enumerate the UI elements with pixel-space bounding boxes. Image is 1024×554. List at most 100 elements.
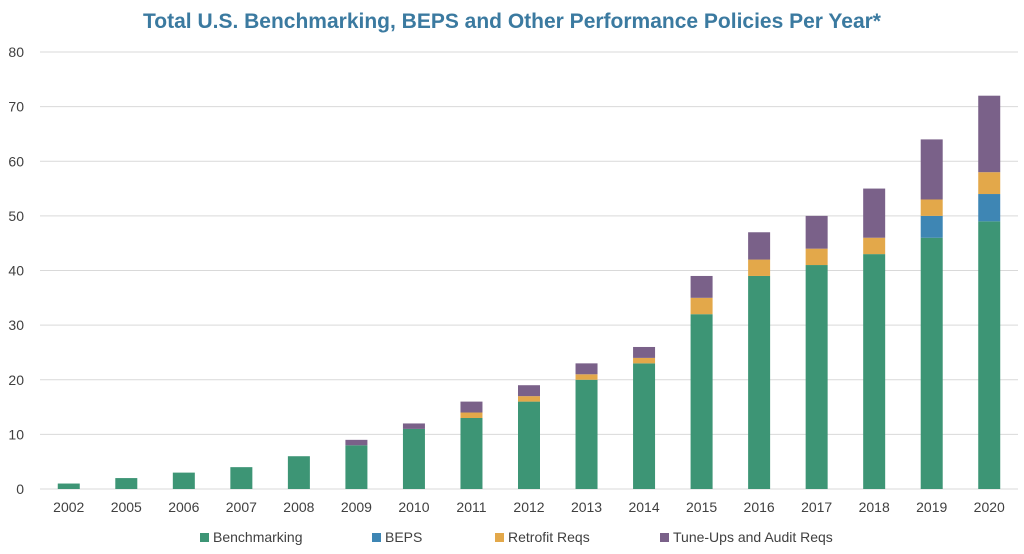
- bar-stack-2020: [978, 95, 1001, 489]
- bar-benchmarking-2020: [978, 221, 1001, 489]
- x-tick-label: 2015: [686, 499, 717, 515]
- y-tick-label: 20: [8, 372, 24, 388]
- x-tick-label: 2007: [226, 499, 257, 515]
- bar-stack-2007: [230, 467, 253, 489]
- legend-swatch: [372, 533, 381, 542]
- bar-tune-ups-and-audit-reqs-2018: [863, 188, 886, 238]
- y-axis: 0 10 20 30 40 50 60 70 80: [8, 44, 24, 497]
- bar-tune-ups-and-audit-reqs-2019: [920, 139, 943, 200]
- x-tick-label: 2009: [341, 499, 372, 515]
- bars: [57, 95, 1001, 489]
- bar-retrofit-reqs-2015: [690, 297, 713, 315]
- bar-tune-ups-and-audit-reqs-2017: [805, 215, 828, 249]
- bar-beps-2019: [920, 215, 943, 238]
- bar-benchmarking-2009: [345, 445, 368, 489]
- bar-stack-2009: [345, 439, 368, 489]
- legend-label: Benchmarking: [213, 529, 303, 545]
- chart-title: Total U.S. Benchmarking, BEPS and Other …: [143, 10, 882, 33]
- bar-benchmarking-2005: [115, 478, 138, 489]
- bar-retrofit-reqs-2011: [460, 412, 483, 418]
- bar-tune-ups-and-audit-reqs-2014: [633, 346, 656, 358]
- y-tick-label: 40: [8, 263, 24, 279]
- bar-tune-ups-and-audit-reqs-2011: [460, 401, 483, 413]
- x-tick-label: 2005: [111, 499, 142, 515]
- bar-benchmarking-2019: [920, 237, 943, 489]
- x-tick-label: 2020: [974, 499, 1005, 515]
- bar-stack-2015: [690, 275, 713, 489]
- bar-stack-2008: [287, 456, 310, 489]
- bar-stack-2006: [172, 472, 195, 489]
- legend: Benchmarking BEPS Retrofit Reqs Tune-Ups an…: [200, 529, 833, 545]
- x-axis: 2002 2005 2006 2007 2008 2009 2010 2011 2012 2013…: [53, 499, 1005, 515]
- y-tick-label: 80: [8, 44, 24, 60]
- bar-beps-2020: [978, 194, 1001, 222]
- bar-retrofit-reqs-2019: [920, 199, 943, 216]
- bar-benchmarking-2018: [863, 254, 886, 489]
- x-tick-label: 2011: [456, 499, 486, 515]
- bar-stack-2012: [518, 385, 540, 489]
- legend-swatch: [495, 533, 504, 542]
- bar-benchmarking-2010: [402, 428, 425, 489]
- bar-retrofit-reqs-2020: [978, 172, 1001, 195]
- bar-stack-2002: [57, 483, 80, 489]
- legend-label: Tune-Ups and Audit Reqs: [673, 529, 833, 545]
- bar-benchmarking-2011: [460, 417, 483, 489]
- bar-benchmarking-2017: [805, 265, 828, 489]
- bar-stack-2018: [863, 188, 886, 489]
- bar-benchmarking-2012: [518, 401, 540, 489]
- x-tick-label: 2012: [513, 499, 544, 515]
- y-tick-label: 0: [16, 481, 24, 497]
- bar-benchmarking-2013: [575, 379, 598, 489]
- bar-retrofit-reqs-2018: [863, 237, 886, 255]
- bar-benchmarking-2015: [690, 314, 713, 489]
- bar-tune-ups-and-audit-reqs-2020: [978, 95, 1001, 173]
- x-tick-label: 2019: [916, 499, 947, 515]
- bar-retrofit-reqs-2016: [748, 259, 771, 276]
- bar-retrofit-reqs-2013: [575, 374, 598, 380]
- bar-retrofit-reqs-2014: [633, 357, 656, 364]
- bar-stack-2019: [920, 139, 943, 489]
- y-tick-label: 70: [8, 99, 24, 115]
- bar-retrofit-reqs-2017: [805, 248, 828, 266]
- x-tick-label: 2016: [744, 499, 775, 515]
- bar-stack-2017: [805, 215, 828, 489]
- bar-stack-2014: [633, 346, 656, 489]
- y-tick-label: 30: [8, 317, 24, 333]
- bar-tune-ups-and-audit-reqs-2009: [345, 439, 368, 446]
- bar-benchmarking-2006: [172, 472, 195, 489]
- bar-stack-2010: [402, 423, 425, 489]
- x-tick-label: 2002: [53, 499, 84, 515]
- legend-label: BEPS: [385, 529, 422, 545]
- bar-tune-ups-and-audit-reqs-2015: [690, 275, 713, 298]
- x-tick-label: 2018: [859, 499, 890, 515]
- x-tick-label: 2014: [628, 499, 659, 515]
- legend-swatch: [660, 533, 669, 542]
- y-tick-label: 60: [8, 153, 24, 169]
- bar-stack-2011: [460, 401, 483, 489]
- bar-benchmarking-2002: [57, 483, 80, 489]
- x-tick-label: 2010: [398, 499, 429, 515]
- y-tick-label: 50: [8, 208, 24, 224]
- bar-benchmarking-2016: [748, 275, 771, 489]
- bar-stack-2016: [748, 232, 771, 489]
- bar-benchmarking-2014: [633, 363, 656, 489]
- bar-benchmarking-2008: [287, 456, 310, 489]
- bar-retrofit-reqs-2012: [518, 396, 540, 402]
- bar-benchmarking-2007: [230, 467, 253, 489]
- bar-tune-ups-and-audit-reqs-2013: [575, 363, 598, 375]
- bar-stack-2013: [575, 363, 598, 489]
- x-tick-label: 2006: [168, 499, 199, 515]
- legend-swatch: [200, 533, 209, 542]
- bar-tune-ups-and-audit-reqs-2016: [748, 232, 771, 260]
- bar-tune-ups-and-audit-reqs-2012: [518, 385, 540, 397]
- x-tick-label: 2008: [283, 499, 314, 515]
- gridlines: [40, 51, 1018, 490]
- y-tick-label: 10: [8, 426, 24, 442]
- x-tick-label: 2013: [571, 499, 602, 515]
- bar-stack-2005: [115, 478, 138, 489]
- bar-tune-ups-and-audit-reqs-2010: [402, 423, 425, 429]
- legend-label: Retrofit Reqs: [508, 529, 590, 545]
- x-tick-label: 2017: [801, 499, 832, 515]
